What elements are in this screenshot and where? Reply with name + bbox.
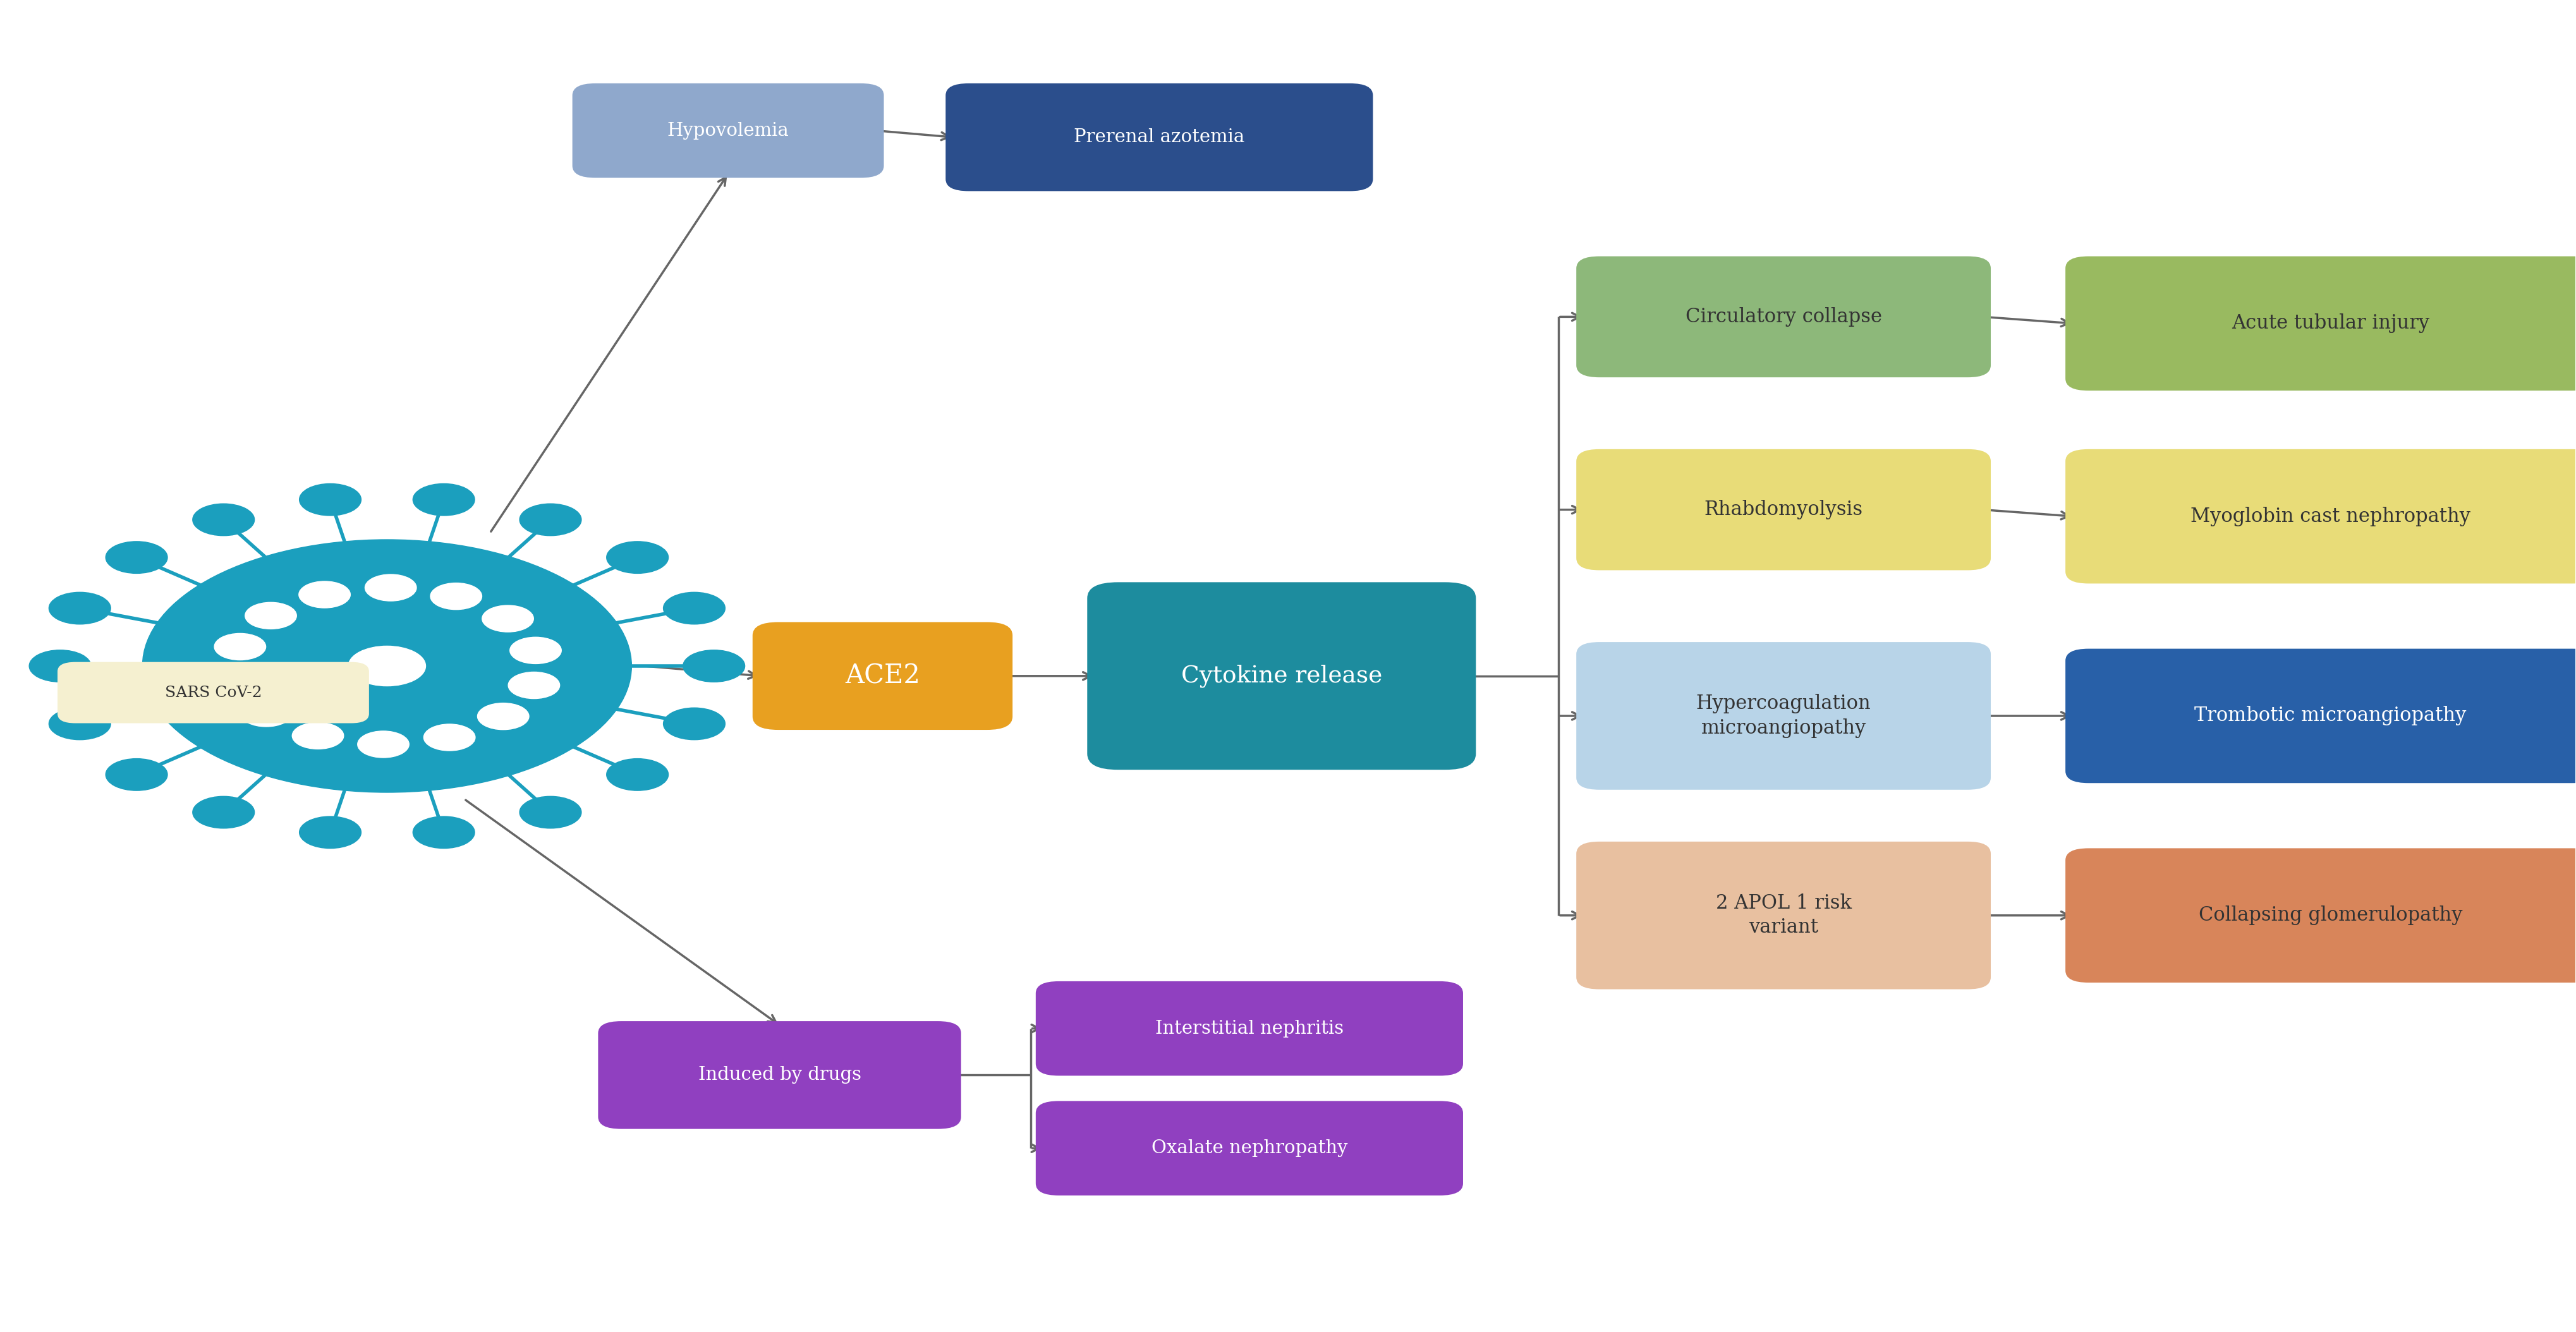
Circle shape	[193, 797, 255, 829]
Circle shape	[358, 731, 410, 758]
Circle shape	[193, 503, 255, 535]
Circle shape	[520, 797, 582, 829]
FancyBboxPatch shape	[598, 1022, 961, 1130]
Text: 2 APOL 1 risk
variant: 2 APOL 1 risk variant	[1716, 894, 1852, 938]
FancyBboxPatch shape	[1577, 842, 1991, 990]
Circle shape	[665, 593, 724, 625]
Circle shape	[49, 593, 111, 625]
FancyBboxPatch shape	[1036, 982, 1463, 1076]
FancyBboxPatch shape	[2066, 256, 2576, 390]
Text: Trombotic microangiopathy: Trombotic microangiopathy	[2195, 706, 2468, 726]
FancyBboxPatch shape	[945, 84, 1373, 190]
Text: SARS CoV-2: SARS CoV-2	[165, 686, 263, 699]
Text: Oxalate nephropathy: Oxalate nephropathy	[1151, 1139, 1347, 1158]
Circle shape	[214, 634, 265, 661]
FancyBboxPatch shape	[57, 662, 368, 723]
FancyBboxPatch shape	[2066, 449, 2576, 583]
FancyBboxPatch shape	[2066, 649, 2576, 783]
Text: Hypercoagulation
microangiopathy: Hypercoagulation microangiopathy	[1695, 694, 1870, 738]
Circle shape	[520, 503, 582, 535]
Circle shape	[605, 541, 667, 573]
Circle shape	[422, 725, 474, 751]
Circle shape	[214, 669, 265, 695]
FancyBboxPatch shape	[752, 622, 1012, 730]
Circle shape	[482, 605, 533, 631]
Circle shape	[477, 703, 528, 730]
Circle shape	[348, 646, 425, 686]
Circle shape	[106, 541, 167, 573]
Text: Myoglobin cast nephropathy: Myoglobin cast nephropathy	[2190, 506, 2470, 526]
Text: Circulatory collapse: Circulatory collapse	[1685, 306, 1883, 326]
Circle shape	[665, 707, 724, 739]
Circle shape	[412, 484, 474, 515]
FancyBboxPatch shape	[1577, 642, 1991, 790]
Circle shape	[142, 539, 631, 793]
Circle shape	[291, 722, 343, 749]
FancyBboxPatch shape	[2066, 848, 2576, 983]
Circle shape	[430, 583, 482, 610]
Text: ACE2: ACE2	[845, 663, 920, 689]
Circle shape	[28, 650, 90, 682]
Circle shape	[366, 574, 417, 601]
Circle shape	[507, 671, 559, 698]
Text: Rhabdomyolysis: Rhabdomyolysis	[1705, 499, 1862, 519]
Text: Prerenal azotemia: Prerenal azotemia	[1074, 128, 1244, 147]
Circle shape	[106, 759, 167, 791]
Text: Interstitial nephritis: Interstitial nephritis	[1154, 1019, 1345, 1038]
Circle shape	[605, 759, 667, 791]
Circle shape	[299, 484, 361, 515]
Text: Hypovolemia: Hypovolemia	[667, 121, 788, 140]
Text: Cytokine release: Cytokine release	[1180, 665, 1383, 687]
FancyBboxPatch shape	[1577, 449, 1991, 570]
Circle shape	[299, 581, 350, 607]
Text: Induced by drugs: Induced by drugs	[698, 1066, 860, 1084]
FancyBboxPatch shape	[1087, 582, 1476, 770]
Circle shape	[49, 707, 111, 739]
Circle shape	[245, 602, 296, 629]
Circle shape	[299, 817, 361, 848]
Circle shape	[510, 637, 562, 663]
Circle shape	[683, 650, 744, 682]
Circle shape	[240, 701, 291, 727]
FancyBboxPatch shape	[1577, 256, 1991, 377]
Text: Collapsing glomerulopathy: Collapsing glomerulopathy	[2200, 906, 2463, 926]
Text: Acute tubular injury: Acute tubular injury	[2231, 313, 2429, 333]
FancyBboxPatch shape	[572, 84, 884, 177]
FancyBboxPatch shape	[1036, 1102, 1463, 1195]
Circle shape	[412, 817, 474, 848]
